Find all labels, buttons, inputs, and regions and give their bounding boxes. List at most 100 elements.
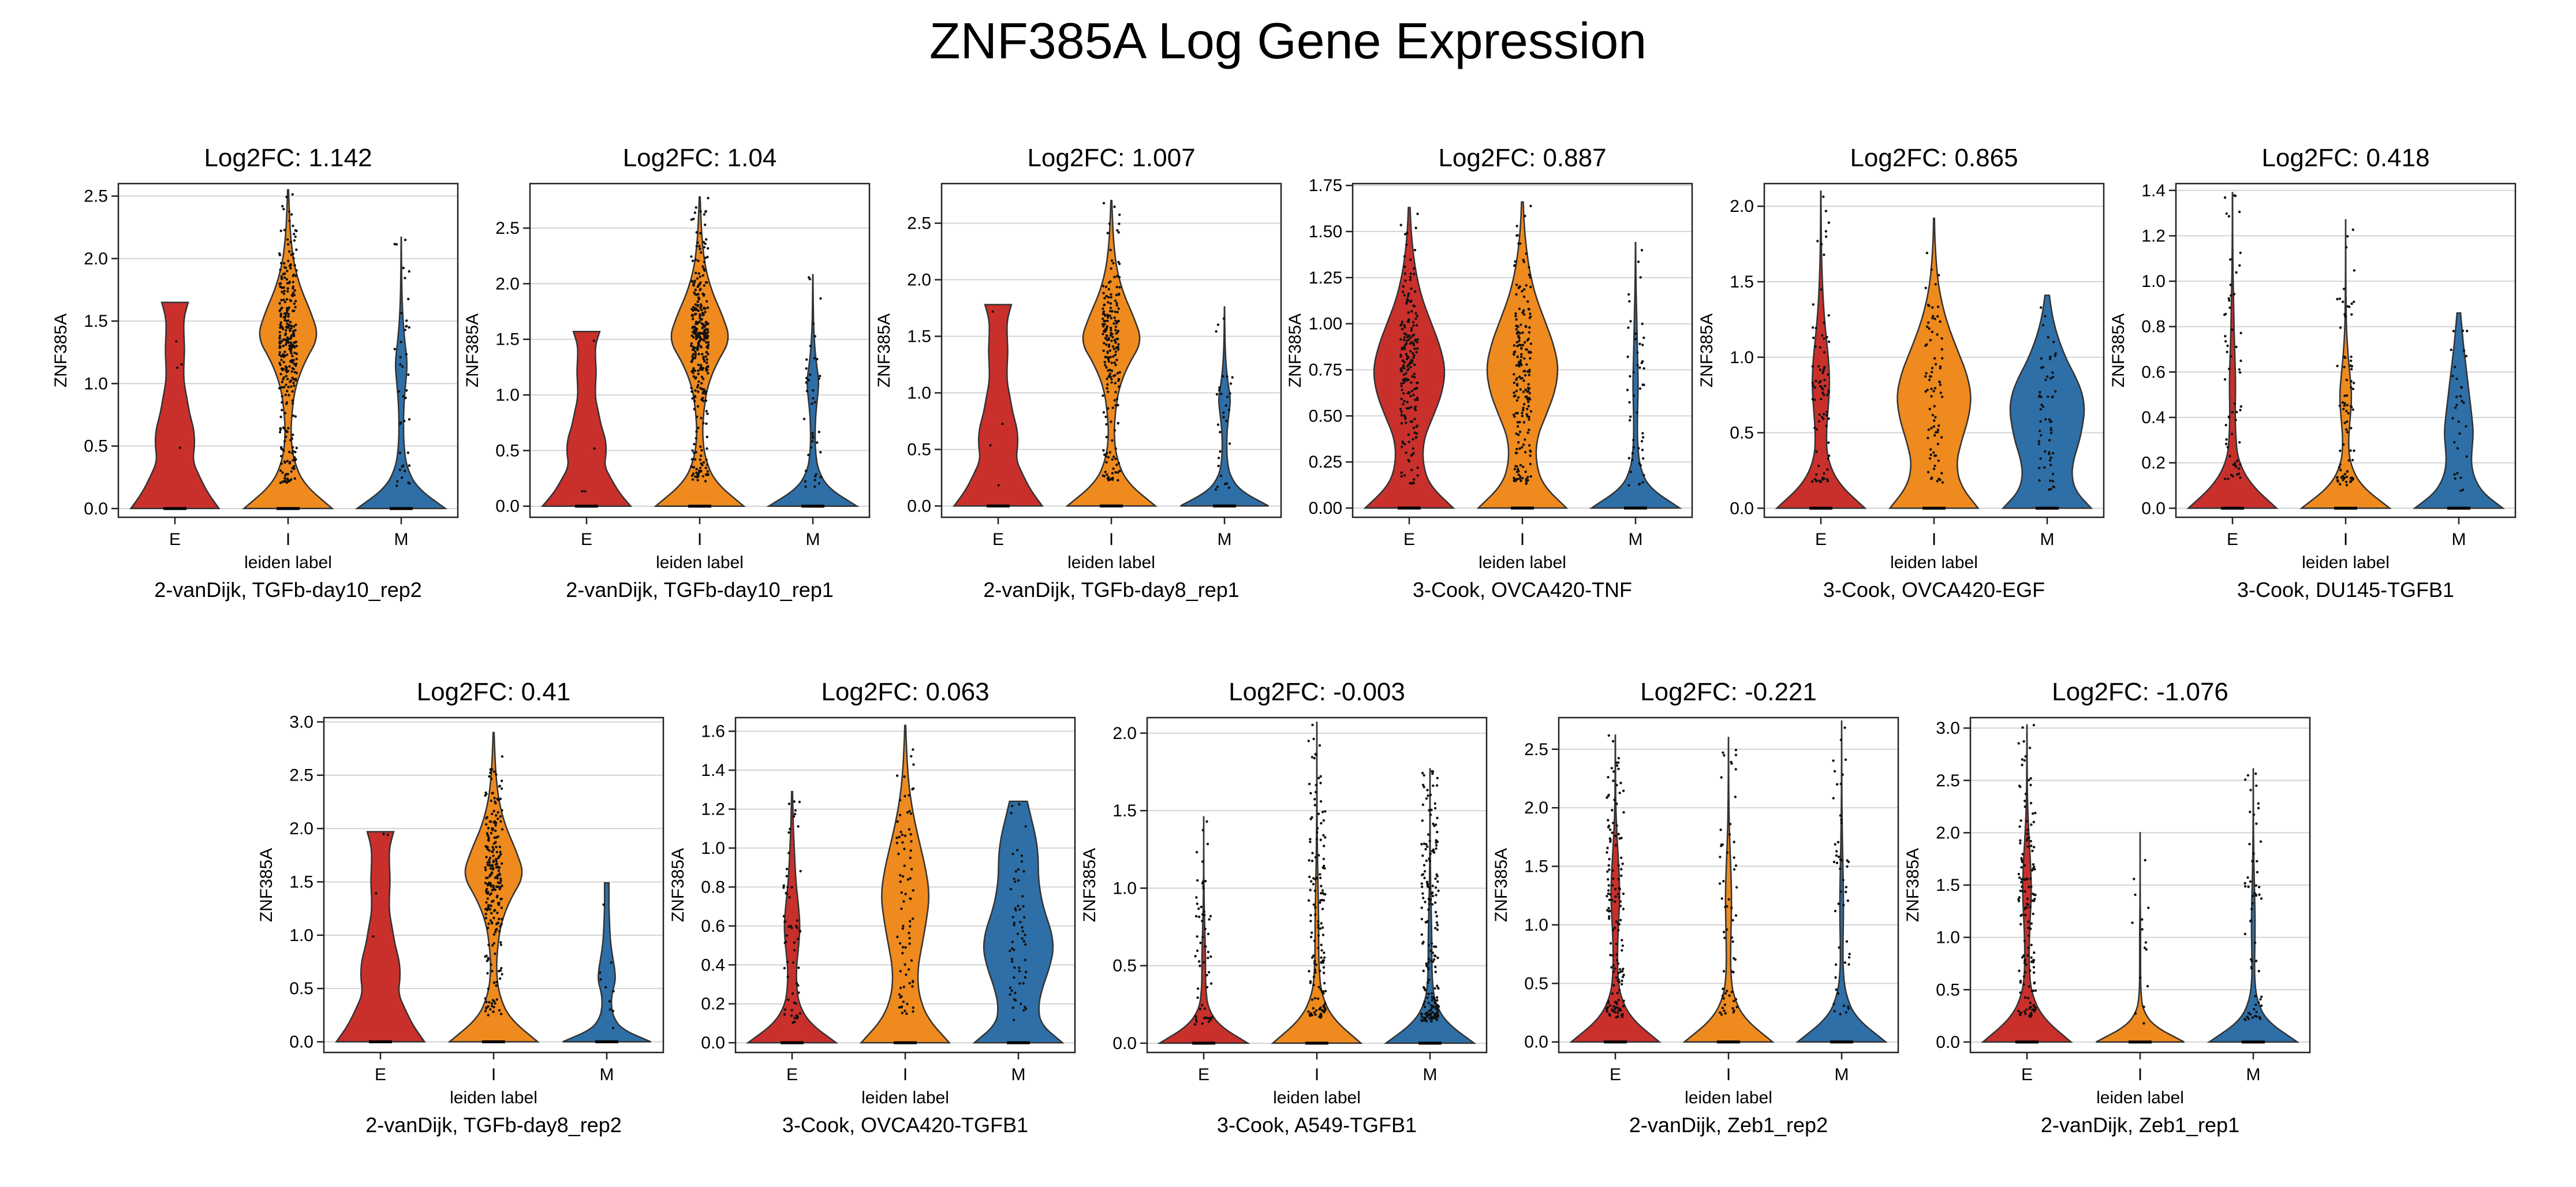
data-point xyxy=(2349,449,2352,452)
data-point xyxy=(790,1009,793,1011)
data-point xyxy=(408,270,410,273)
data-point xyxy=(493,797,496,800)
data-point xyxy=(693,400,696,402)
data-point xyxy=(697,363,700,367)
data-point xyxy=(1111,406,1114,409)
data-point xyxy=(1730,906,1733,909)
data-point xyxy=(288,450,291,454)
data-point xyxy=(2037,442,2041,446)
data-point xyxy=(279,469,282,472)
data-point xyxy=(707,344,710,346)
y-tick-label: 0.5 xyxy=(907,440,931,459)
data-point xyxy=(1930,268,1933,271)
data-point xyxy=(702,356,705,359)
data-point xyxy=(809,373,812,376)
data-point xyxy=(701,392,704,395)
data-point xyxy=(295,352,298,355)
data-point xyxy=(1110,317,1113,320)
data-point xyxy=(1196,902,1199,905)
data-point xyxy=(2025,963,2028,966)
data-point xyxy=(1423,1019,1426,1022)
data-point xyxy=(1412,393,1415,397)
panel-subtitle: 2-vanDijk, TGFb-day8_rep2 xyxy=(365,1113,622,1137)
data-point xyxy=(2020,878,2024,881)
data-point xyxy=(1619,919,1622,921)
data-point xyxy=(1608,857,1611,861)
data-point xyxy=(2229,258,2232,261)
y-tick-label: 0.6 xyxy=(2141,363,2166,382)
data-point xyxy=(1527,383,1530,386)
y-tick-label: 0.25 xyxy=(1309,453,1342,472)
data-point xyxy=(1222,317,1226,320)
data-point xyxy=(289,341,292,344)
data-point xyxy=(1616,979,1619,982)
y-tick-label: 1.5 xyxy=(1730,273,1754,292)
data-point xyxy=(497,869,501,872)
data-point xyxy=(1834,976,1837,979)
data-point xyxy=(2249,920,2252,923)
data-point xyxy=(693,281,696,285)
data-point xyxy=(1425,797,1428,800)
data-point xyxy=(1628,401,1631,404)
data-point xyxy=(895,841,899,845)
data-point xyxy=(1429,852,1432,856)
data-point xyxy=(2030,823,2033,826)
data-point xyxy=(2142,1005,2145,1009)
data-point xyxy=(692,375,695,378)
data-point xyxy=(1522,421,1526,424)
data-point xyxy=(691,397,694,400)
data-point xyxy=(2029,1001,2032,1005)
data-point xyxy=(1607,889,1610,892)
data-point xyxy=(692,353,695,356)
points-E xyxy=(581,339,596,493)
data-point xyxy=(1021,937,1024,940)
data-point xyxy=(807,453,810,457)
data-point xyxy=(1731,919,1734,922)
data-point xyxy=(2342,408,2345,410)
data-point xyxy=(2336,479,2339,482)
data-point xyxy=(783,941,786,945)
data-point xyxy=(787,852,790,854)
data-point xyxy=(1529,462,1532,465)
data-point xyxy=(1114,447,1117,450)
data-point xyxy=(1527,405,1530,408)
data-point xyxy=(1014,870,1018,873)
data-point xyxy=(1517,433,1520,436)
x-tick-label: I xyxy=(697,530,702,549)
data-point xyxy=(1614,834,1617,838)
data-point xyxy=(290,324,293,327)
data-point xyxy=(1924,390,1927,393)
data-point xyxy=(1622,968,1625,970)
data-point xyxy=(2342,300,2344,303)
data-point xyxy=(1312,983,1315,987)
data-point xyxy=(912,889,914,892)
data-point xyxy=(1513,264,1516,267)
data-point xyxy=(1619,970,1622,973)
y-tick-label: 1.0 xyxy=(701,839,725,858)
data-point xyxy=(1103,323,1106,326)
data-point xyxy=(1316,920,1320,923)
data-point xyxy=(1435,1007,1438,1010)
data-point xyxy=(404,277,406,279)
data-point xyxy=(2351,408,2354,411)
data-point xyxy=(1107,360,1111,363)
data-point xyxy=(2237,467,2241,470)
data-point xyxy=(701,265,704,268)
data-point xyxy=(1197,960,1201,963)
data-point xyxy=(812,389,815,392)
data-point xyxy=(2048,488,2051,491)
data-point xyxy=(2224,335,2227,338)
data-point xyxy=(2351,477,2355,480)
data-point xyxy=(289,328,292,331)
data-point xyxy=(1722,751,1724,754)
y-tick-label: 2.0 xyxy=(1936,823,1960,842)
data-point xyxy=(1424,1005,1427,1009)
violin-E xyxy=(540,330,633,507)
panel-title: Log2FC: 1.142 xyxy=(204,144,372,172)
data-point xyxy=(2350,427,2353,430)
data-point xyxy=(1408,334,1411,337)
data-point xyxy=(699,232,702,235)
data-point xyxy=(696,327,699,330)
violin-M xyxy=(562,882,651,1043)
